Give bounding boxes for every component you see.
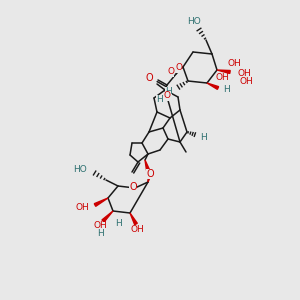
Text: OH: OH [216, 74, 230, 82]
Text: OH: OH [240, 77, 254, 86]
Text: OH: OH [237, 68, 251, 77]
Text: H: H [223, 85, 230, 94]
Text: H: H [200, 133, 207, 142]
Text: H: H [115, 220, 122, 229]
Polygon shape [148, 173, 152, 182]
Text: HO: HO [187, 17, 201, 26]
Text: O: O [164, 92, 171, 100]
Text: O: O [175, 64, 182, 73]
Polygon shape [130, 213, 137, 225]
Text: O: O [146, 169, 154, 179]
Text: O: O [167, 68, 174, 76]
Text: OH: OH [93, 221, 107, 230]
Polygon shape [145, 160, 149, 170]
Polygon shape [94, 198, 108, 206]
Text: OH: OH [75, 202, 89, 211]
Text: H: H [97, 229, 104, 238]
Text: OH: OH [130, 224, 144, 233]
Text: HO: HO [73, 166, 87, 175]
Text: H: H [165, 86, 172, 95]
Polygon shape [102, 211, 113, 222]
Polygon shape [217, 70, 230, 74]
Text: H: H [156, 94, 163, 103]
Text: O: O [146, 73, 153, 83]
Polygon shape [207, 83, 219, 89]
Text: OH: OH [228, 59, 242, 68]
Text: O: O [129, 182, 137, 192]
